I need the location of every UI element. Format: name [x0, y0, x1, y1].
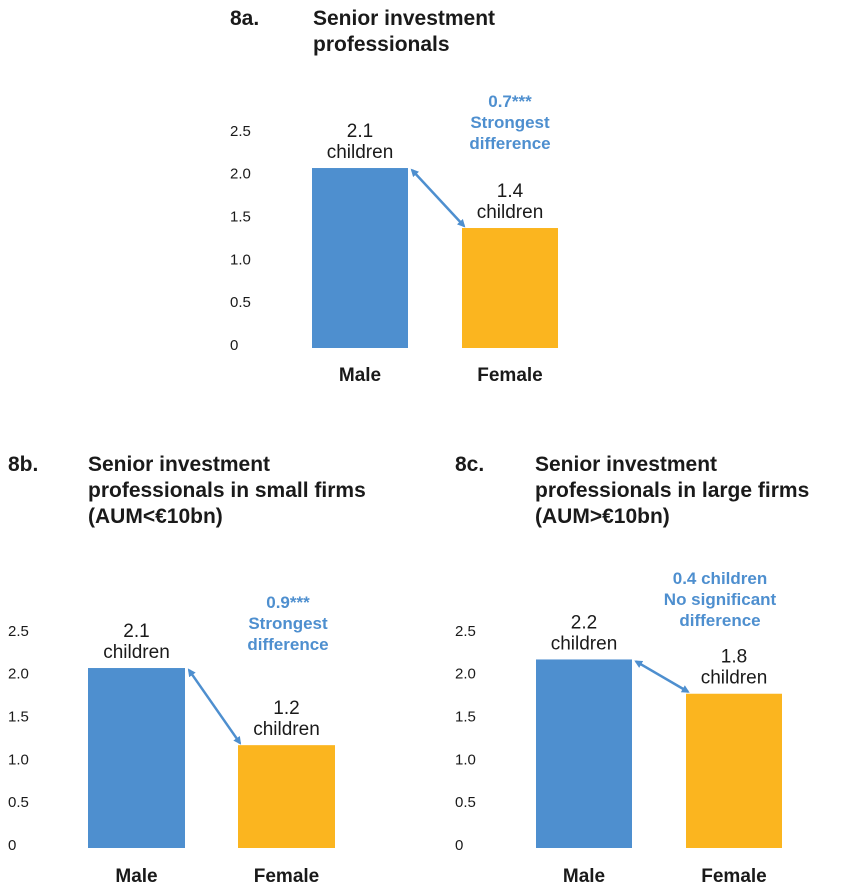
bar-male	[88, 668, 185, 848]
difference-annotation: No significant	[664, 590, 777, 609]
data-label-value: 1.2	[273, 698, 299, 719]
x-category-label: Female	[701, 866, 766, 887]
data-label-unit: children	[701, 668, 768, 689]
x-category-label: Male	[339, 365, 381, 386]
data-label-value: 2.1	[347, 121, 373, 142]
chart-title-line: Senior investment	[313, 7, 496, 30]
chart-title-line: professionals in large firms	[535, 479, 810, 502]
bar-female	[238, 745, 335, 848]
y-tick-label: 2.5	[8, 623, 29, 640]
difference-annotation: 0.9***	[266, 593, 310, 612]
chart-title-line: (AUM<€10bn)	[88, 505, 223, 528]
y-tick-label: 1.5	[8, 708, 29, 725]
y-tick-label: 0	[230, 337, 238, 354]
difference-annotation: 0.7***	[488, 92, 532, 111]
chart-title-line: professionals in small firms	[88, 479, 366, 502]
chart-number-8c: 8c.	[455, 453, 485, 476]
chart-number-8b: 8b.	[8, 453, 39, 476]
x-category-label: Female	[477, 365, 542, 386]
chart-title-line: professionals	[313, 33, 450, 56]
y-tick-label: 2.0	[8, 666, 29, 683]
data-label-value: 1.8	[721, 647, 747, 668]
y-tick-label: 2.5	[230, 123, 251, 140]
bar-female	[462, 228, 558, 348]
data-label-value: 1.4	[497, 181, 524, 202]
chart-title-line: Senior investment	[88, 453, 271, 476]
data-label-value: 2.1	[123, 621, 149, 642]
chart-title-line: (AUM>€10bn)	[535, 505, 670, 528]
difference-annotation: Strongest	[248, 614, 328, 633]
chart-title-text-8a: Senior investment professionals	[313, 6, 495, 58]
y-tick-label: 1.0	[8, 751, 29, 768]
y-tick-label: 1.5	[455, 708, 476, 725]
y-tick-label: 1.5	[230, 208, 251, 225]
data-label-unit: children	[103, 642, 170, 663]
data-label-unit: children	[551, 633, 618, 654]
y-tick-label: 0	[8, 837, 16, 854]
y-tick-label: 1.0	[230, 251, 251, 268]
bar-male	[536, 659, 632, 848]
difference-annotation: difference	[469, 134, 550, 153]
y-tick-label: 0.5	[8, 794, 29, 811]
difference-annotation: 0.4 children	[673, 569, 767, 588]
data-label-unit: children	[253, 719, 320, 740]
data-label-value: 2.2	[571, 612, 597, 633]
bar-female	[686, 693, 782, 848]
y-tick-label: 0.5	[230, 294, 251, 311]
chart-title-text-8c: Senior investment professionals in large…	[535, 452, 809, 530]
y-tick-label: 2.5	[455, 623, 476, 640]
y-tick-label: 2.0	[230, 166, 251, 183]
y-tick-label: 0.5	[455, 794, 476, 811]
x-category-label: Female	[254, 866, 319, 887]
x-category-label: Male	[115, 866, 157, 887]
chart-title-text-8b: Senior investment professionals in small…	[88, 452, 366, 530]
chart-number-8a: 8a.	[230, 7, 260, 30]
y-tick-label: 0	[455, 837, 463, 854]
difference-annotation: difference	[247, 635, 328, 654]
y-tick-label: 2.0	[455, 666, 476, 683]
difference-arrow	[187, 668, 242, 745]
difference-arrow	[410, 168, 466, 228]
y-tick-label: 1.0	[455, 751, 476, 768]
data-label-unit: children	[327, 142, 394, 163]
bar-male	[312, 168, 408, 348]
difference-annotation: Strongest	[470, 113, 550, 132]
data-label-unit: children	[477, 202, 544, 223]
x-category-label: Male	[563, 866, 605, 887]
difference-arrow	[634, 660, 690, 693]
chart-title-line: Senior investment	[535, 453, 718, 476]
difference-annotation: difference	[679, 611, 760, 630]
